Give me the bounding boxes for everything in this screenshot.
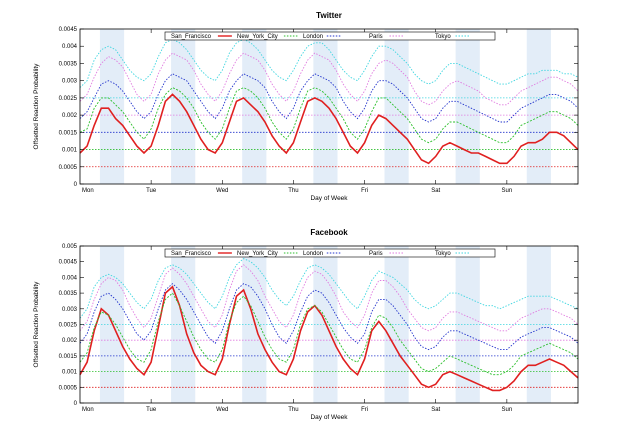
series-line-tokyo (79, 38, 579, 88)
x-tick-label: Sat (431, 407, 440, 413)
series-line-paris (79, 264, 579, 332)
y-tick-label: 0 (74, 182, 78, 188)
legend-label-london: London (303, 251, 323, 257)
x-axis-label: Day of Week (310, 195, 348, 202)
chart-title: Twitter (316, 11, 342, 20)
legend-label-paris: Paris (369, 34, 383, 40)
series-line-san_francisco (79, 285, 579, 392)
x-tick-label: Sun (502, 188, 513, 194)
legend: San_Francisco New_York_City London Paris Tok… (164, 248, 496, 258)
chart-panel-facebook: Facebook 0 0.0005 0.001 0.0015 0.002 0.0025 0.0… (33, 228, 579, 421)
y-tick-label: 0.0015 (59, 354, 78, 360)
x-tick-label: Sat (431, 188, 440, 194)
y-tick-label: 0.002 (62, 113, 78, 119)
y-tick-label: 0.002 (62, 338, 78, 344)
x-tick-label: Mon (82, 407, 94, 413)
legend-label-paris: Paris (369, 251, 383, 257)
y-tick-label: 0.004 (62, 44, 78, 50)
chart-panel-twitter: Twitter 0 0.0005 0.001 0.0015 0.002 0.0025 0.00… (33, 11, 579, 202)
chart-title: Facebook (310, 228, 348, 237)
shaded-band (526, 29, 551, 184)
shaded-band (313, 29, 338, 184)
shaded-band (99, 29, 125, 184)
y-axis-label: Offsetted Reaction Probability (33, 63, 40, 150)
x-tick-label: Fri (361, 407, 368, 413)
y-tick-label: 0.001 (62, 148, 78, 154)
x-tick-label: Thu (288, 407, 298, 413)
legend-label-tokyo: Tokyo (435, 34, 451, 40)
series-line-new_york_city (79, 87, 579, 144)
x-tick-label: Tue (146, 407, 157, 413)
legend-label-san_francisco: San_Francisco (171, 251, 212, 257)
legend-label-san_francisco: San_Francisco (171, 34, 212, 40)
y-tick-label: 0.0045 (59, 260, 78, 266)
y-tick-label: 0.005 (62, 244, 78, 250)
y-tick-label: 0.0035 (59, 61, 78, 67)
legend-label-tokyo: Tokyo (435, 251, 451, 257)
y-tick-label: 0.0005 (59, 385, 78, 391)
x-tick-label: Tue (146, 188, 157, 194)
x-tick-label: Thu (288, 188, 298, 194)
legend-label-london: London (303, 34, 323, 40)
y-tick-label: 0.0025 (59, 96, 78, 102)
y-tick-label: 0 (74, 401, 78, 407)
legend-label-new_york_city: New_York_City (237, 34, 278, 40)
x-tick-label: Wed (216, 188, 228, 194)
x-axis-label: Day of Week (310, 414, 348, 421)
y-tick-label: 0.003 (62, 79, 78, 85)
y-tick-label: 0.0025 (59, 323, 78, 329)
x-tick-label: Fri (361, 188, 368, 194)
shaded-band (455, 29, 480, 184)
y-tick-label: 0.0035 (59, 291, 78, 297)
shaded-band (384, 29, 409, 184)
series-line-tokyo (79, 258, 579, 319)
y-tick-label: 0.001 (62, 370, 78, 376)
series-line-london (79, 283, 579, 351)
plot-frame (79, 28, 579, 185)
series-line-new_york_city (79, 292, 579, 376)
y-tick-label: 0.004 (62, 275, 78, 281)
x-tick-label: Mon (82, 188, 94, 194)
series-line-san_francisco (79, 93, 579, 165)
y-tick-label: 0.0045 (59, 27, 78, 33)
series-line-paris (79, 52, 579, 106)
x-tick-label: Sun (502, 407, 513, 413)
legend: San_Francisco New_York_City London Paris Tok… (164, 31, 496, 41)
legend-label-new_york_city: New_York_City (237, 251, 278, 257)
series-line-london (79, 73, 579, 123)
y-axis-label: Offsetted Reaction Probability (33, 281, 40, 368)
y-tick-label: 0.0005 (59, 165, 78, 171)
x-tick-label: Wed (216, 407, 228, 413)
y-tick-label: 0.0015 (59, 130, 78, 136)
shaded-band (242, 29, 267, 184)
y-tick-label: 0.003 (62, 307, 78, 313)
